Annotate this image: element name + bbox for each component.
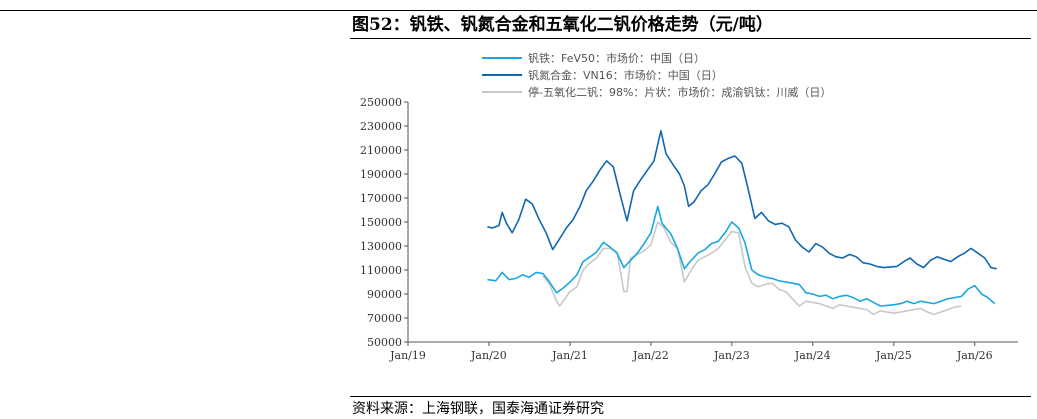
x-tick-label: Jan/23 [713, 349, 750, 362]
series-line [542, 221, 962, 316]
legend-label: 停-五氧化二钒：98%：片状：市场价：成渝钒钛：川威（日） [528, 85, 831, 99]
source-rule [350, 396, 1031, 397]
series-line [487, 205, 996, 307]
y-tick-label: 150000 [360, 216, 402, 229]
y-tick-label: 250000 [360, 96, 402, 109]
chart-title: 图52：钒铁、钒氮合金和五氧化二钒价格走势（元/吨） [352, 15, 773, 35]
legend-label: 钒氮合金：VN16：市场价：中国（日） [528, 68, 723, 82]
y-tick-label: 110000 [360, 264, 402, 277]
y-axis: 250000 230000 210000 190000 170000 150000 1300… [360, 96, 409, 349]
y-tick-label: 190000 [360, 168, 402, 181]
legend-label: 钒铁：FeV50：市场价：中国（日） [528, 51, 705, 65]
x-tick-label: Jan/20 [470, 349, 507, 362]
x-tick-label: Jan/25 [875, 349, 912, 362]
y-tick-label: 170000 [360, 192, 402, 205]
title-rule [350, 38, 1031, 39]
y-tick-label: 90000 [367, 288, 402, 301]
plot-area [487, 130, 997, 316]
x-tick-label: Jan/24 [794, 349, 831, 362]
top-rule [0, 10, 1037, 11]
x-axis: Jan/19 Jan/20 Jan/21 Jan/22 Jan/23 Jan/24 Jan/… [389, 341, 1018, 362]
series-line [487, 130, 997, 270]
x-tick-label: Jan/21 [551, 349, 588, 362]
x-tick-label: Jan/19 [389, 349, 426, 362]
x-tick-label: Jan/22 [632, 349, 669, 362]
y-tick-label: 210000 [360, 144, 402, 157]
x-tick-label: Jan/26 [956, 349, 993, 362]
legend: 钒铁：FeV50：市场价：中国（日） 钒氮合金：VN16：市场价：中国（日） 停-五… [482, 51, 831, 99]
y-tick-label: 230000 [360, 120, 402, 133]
source-note: 资料来源：上海钢联，国泰海通证券研究 [352, 401, 604, 417]
y-tick-label: 70000 [367, 312, 402, 325]
y-tick-label: 50000 [367, 336, 402, 349]
y-tick-label: 130000 [360, 240, 402, 253]
